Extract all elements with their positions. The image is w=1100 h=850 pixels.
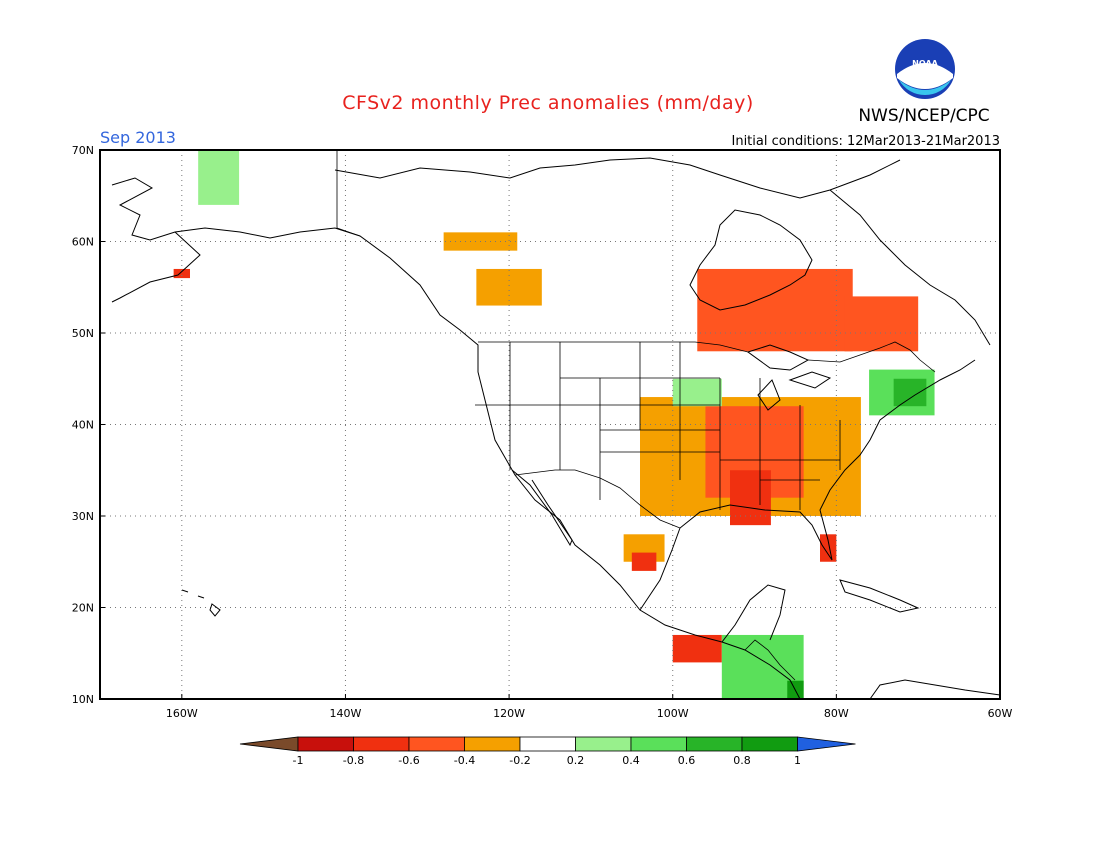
border-central-america	[744, 639, 796, 681]
lat-label: 60N	[72, 236, 94, 249]
coastline-labrador	[829, 189, 991, 346]
colorbar-tick-label: 0.4	[622, 754, 640, 767]
political-borders	[336, 150, 936, 681]
noaa-logo-text: NOAA	[912, 59, 938, 68]
border-us-mexico	[514, 469, 681, 529]
coastline-pacific	[111, 177, 801, 700]
colorbar-box	[408, 736, 465, 752]
colorbar-legend	[239, 736, 856, 752]
coastline-hawaii	[181, 589, 221, 617]
anomaly-region-15	[198, 150, 240, 205]
anomaly-region-13	[893, 378, 927, 407]
anomaly-region-11	[820, 534, 837, 562]
colorbar-tick-label: 0.6	[678, 754, 696, 767]
border-alaska-yukon	[336, 150, 361, 237]
coastline-cuba	[839, 579, 920, 613]
colorbar-tick-labels: -1 -0.8 -0.6 -0.4 -0.2 0.2 0.4 0.6 0.8 1	[293, 754, 801, 767]
colorbar-min-triangle	[239, 736, 299, 752]
longitude-labels: 160W 140W 120W 100W 80W 60W	[166, 694, 1013, 720]
noaa-logo: NOAA	[895, 39, 955, 99]
coastline-arctic	[334, 157, 901, 199]
initial-conditions-label: Initial conditions: 12Mar2013-21Mar2013	[732, 134, 1001, 149]
colorbar-box	[519, 736, 576, 752]
lon-label: 60W	[988, 707, 1013, 720]
border-us-canada	[478, 341, 936, 373]
anomaly-region-9	[631, 552, 657, 571]
colorbar-box	[297, 736, 354, 752]
coastlines	[111, 157, 1001, 700]
anomaly-region-14	[672, 378, 722, 407]
colorbar-box	[741, 736, 798, 752]
lon-label: 80W	[824, 707, 849, 720]
lat-label: 50N	[72, 327, 94, 340]
lat-label: 40N	[72, 419, 94, 432]
coastline-alaska-peninsula	[111, 231, 201, 303]
colorbar-tick-label: -0.6	[398, 754, 419, 767]
anomaly-region-18	[173, 268, 190, 279]
lat-label: 30N	[72, 510, 94, 523]
month-label: Sep 2013	[100, 128, 176, 147]
coastline-hudson-bay	[689, 209, 813, 311]
anomaly-region-7	[730, 470, 771, 526]
colorbar-box	[575, 736, 632, 752]
colorbar-box	[353, 736, 410, 752]
anomaly-region-1	[697, 268, 853, 352]
colorbar-box	[630, 736, 687, 752]
colorbar-tick-label: -0.8	[343, 754, 364, 767]
anomaly-region-10	[672, 634, 722, 663]
colorbar-tick-label: -1	[293, 754, 304, 767]
lat-label: 70N	[72, 144, 94, 157]
colorbar-tick-label: -0.4	[454, 754, 475, 767]
colorbar-tick-label: 0.8	[733, 754, 751, 767]
state-borders	[475, 342, 841, 510]
coastline-gulf	[639, 359, 976, 611]
colorbar-max-triangle	[797, 736, 856, 752]
colorbar-tick-label: 1	[794, 754, 801, 767]
map-title: CFSv2 monthly Prec anomalies (mm/day)	[342, 92, 754, 114]
coastline-yucatan	[721, 584, 786, 643]
latitude-labels: 70N 60N 50N 40N 30N 20N 10N	[72, 144, 105, 706]
colorbar-box	[686, 736, 743, 752]
coastline-baja	[511, 469, 573, 547]
anomaly-cells	[173, 150, 935, 699]
org-label: NWS/NCEP/CPC	[858, 106, 989, 126]
colorbar-tick-label: -0.2	[509, 754, 530, 767]
colorbar-box	[464, 736, 521, 752]
lat-label: 10N	[72, 693, 94, 706]
coastline-south-america	[869, 679, 1001, 700]
lon-label: 100W	[657, 707, 689, 720]
lon-label: 140W	[330, 707, 362, 720]
lon-label: 160W	[166, 707, 198, 720]
graticule	[100, 150, 1000, 699]
lat-label: 20N	[72, 602, 94, 615]
lon-label: 120W	[493, 707, 525, 720]
colorbar-tick-label: 0.2	[567, 754, 585, 767]
anomaly-region-2	[844, 296, 919, 352]
